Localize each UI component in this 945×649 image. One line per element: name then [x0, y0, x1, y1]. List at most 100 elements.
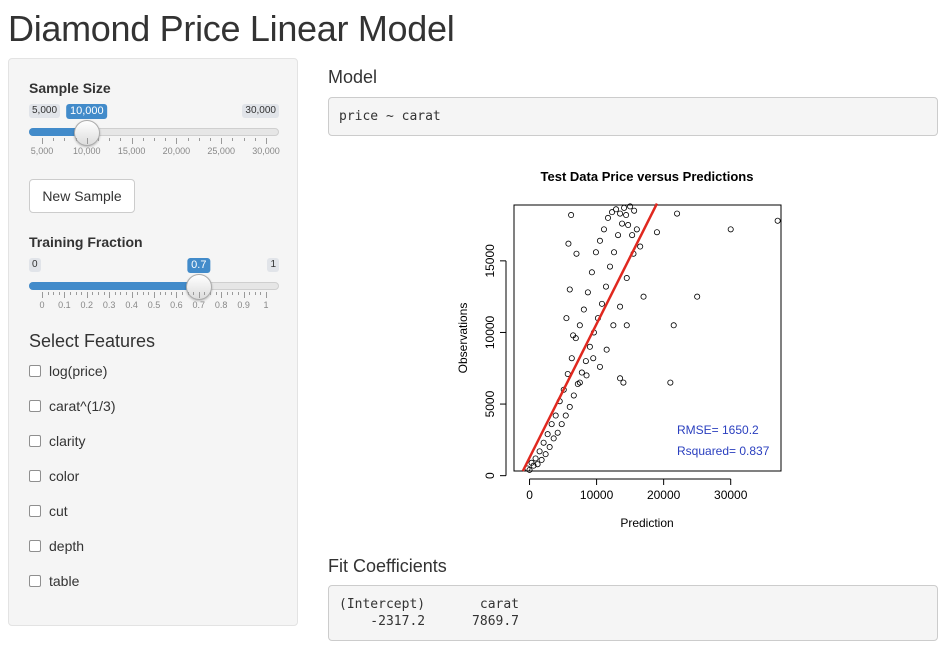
feature-checkbox-row[interactable]: log(price) [29, 361, 107, 381]
scatter-point [603, 346, 610, 353]
feature-checkbox-row[interactable]: carat^(1/3) [29, 396, 115, 416]
feature-checkbox-label: depth [49, 538, 85, 554]
slider-minor-tick [204, 292, 206, 295]
slider-minor-tick [142, 138, 144, 141]
slider-tick [64, 292, 66, 298]
feature-checkbox[interactable] [29, 365, 41, 377]
scatter-point [617, 210, 624, 217]
page-title: Diamond Price Linear Model [8, 8, 455, 49]
scatter-point [596, 363, 603, 370]
x-tick-label: 30000 [714, 488, 748, 502]
feature-checkbox-row[interactable]: depth [29, 536, 84, 556]
scatter-point [573, 250, 580, 257]
slider-minor-tick [165, 292, 167, 295]
y-tick-label: 5000 [483, 390, 497, 417]
scatter-point [568, 355, 575, 362]
slider-minor-tick [243, 138, 245, 141]
slider-tick [266, 292, 267, 298]
feature-checkbox-label: clarity [49, 433, 86, 449]
sample-size-slider[interactable]: 5,000 30,000 10,000 5,000 10,000 15,000 20,… [29, 104, 280, 164]
slider-minor-tick [120, 292, 122, 295]
slider-minor-tick [187, 292, 189, 295]
scatter-point [586, 343, 593, 350]
feature-checkbox[interactable] [29, 575, 41, 587]
scatter-point [619, 220, 626, 227]
plot-frame [513, 204, 782, 472]
prediction-scatter-plot: Test Data Price versus Predictions 0 1000… [444, 160, 804, 540]
slider-minor-tick [142, 292, 144, 295]
scatter-point [532, 455, 539, 462]
slider-fill [29, 282, 199, 290]
slider-tick [176, 138, 178, 144]
slider-minor-tick [154, 138, 155, 141]
feature-checkbox[interactable] [29, 540, 41, 552]
slider-tick [221, 292, 223, 298]
scatter-point [566, 286, 573, 293]
slider-tick-label: 0.9 [237, 300, 250, 310]
scatter-point [565, 240, 572, 247]
slider-tick-label: 0.1 [58, 300, 71, 310]
scatter-point [578, 369, 585, 376]
slider-minor-tick [210, 138, 211, 141]
y-axis: 0 5000 10000 15000 [483, 244, 507, 479]
training-fraction-slider[interactable]: 0 1 0.7 0 0.1 0.2 0.3 0.4 0.5 0.6 0.7 0.8 0.9 1 [29, 258, 279, 318]
scatter-point [653, 229, 660, 236]
slider-tick [131, 292, 133, 298]
sample-size-label: Sample Size [29, 80, 111, 96]
slider-minor-tick [75, 138, 77, 141]
scatter-point [526, 466, 533, 473]
feature-checkbox-row[interactable]: color [29, 466, 79, 486]
feature-checkbox-label: cut [49, 503, 68, 519]
scatter-point [544, 431, 551, 438]
scatter-point [613, 206, 620, 213]
slider-max-label: 30,000 [242, 104, 279, 118]
slider-minor-tick [53, 138, 55, 141]
slider-tick-label: 5,000 [30, 146, 54, 156]
slider-minor-tick [232, 292, 234, 295]
feature-checkbox[interactable] [29, 435, 41, 447]
slider-minor-tick [75, 292, 77, 295]
scatter-point [588, 269, 595, 276]
training-fraction-label: Training Fraction [29, 234, 143, 250]
scatter-point [536, 448, 543, 455]
slider-tick-label: 0.6 [170, 300, 183, 310]
slider-tick-label: 25,000 [207, 146, 235, 156]
feature-checkbox[interactable] [29, 400, 41, 412]
slider-minor-tick [260, 292, 262, 295]
slider-min-label: 5,000 [29, 104, 61, 118]
slider-tick-label: 0.3 [102, 300, 116, 310]
slider-tick-label: 0.8 [214, 300, 228, 310]
scatter-point [576, 379, 583, 386]
scatter-point [552, 412, 559, 419]
feature-checkbox-row[interactable]: cut [29, 501, 68, 521]
slider-tick [86, 292, 88, 298]
x-axis-label: Prediction [620, 516, 673, 530]
scatter-point [694, 293, 701, 300]
scatter-point [674, 210, 681, 217]
scatter-point [640, 293, 647, 300]
scatter-point [610, 322, 617, 329]
feature-checkbox[interactable] [29, 470, 41, 482]
slider-tick [176, 292, 178, 298]
scatter-point [637, 243, 644, 250]
feature-checkbox-row[interactable]: table [29, 571, 79, 591]
slider-tick [42, 138, 43, 144]
slider-minor-tick [254, 292, 256, 295]
coef-values-line: -2317.2 7869.7 [339, 614, 520, 629]
slider-minor-tick [226, 292, 228, 295]
new-sample-button[interactable]: New Sample [29, 179, 135, 213]
slider-tick [42, 292, 43, 298]
chart-title: Test Data Price versus Predictions [541, 169, 754, 184]
scatter-point [615, 232, 622, 239]
slider-tick-label: 20,000 [162, 146, 191, 156]
slider-max-label: 1 [267, 258, 279, 272]
feature-checkbox-row[interactable]: clarity [29, 431, 86, 451]
feature-checkbox[interactable] [29, 505, 41, 517]
scatter-point [617, 303, 624, 310]
slider-minor-tick [198, 138, 200, 141]
x-tick-label: 10000 [580, 488, 614, 502]
slider-tick-label: 15,000 [117, 146, 146, 156]
scatter-point [530, 462, 537, 469]
scatter-point [582, 358, 589, 365]
scatter-point [600, 226, 607, 233]
